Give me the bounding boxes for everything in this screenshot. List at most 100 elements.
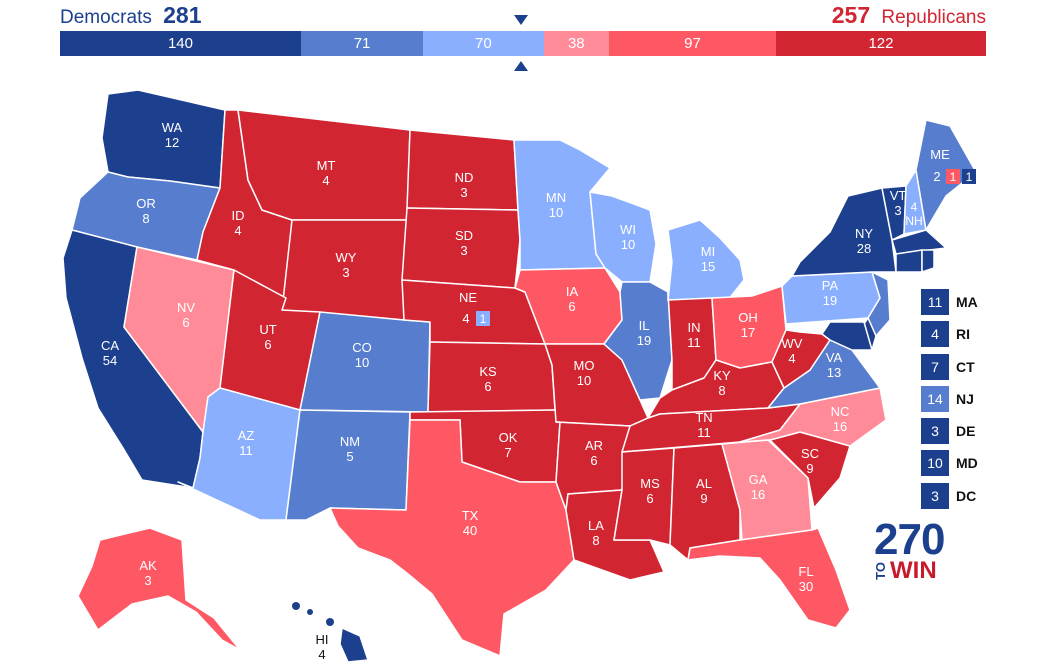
svg-text:VT3: VT 3 bbox=[890, 188, 907, 218]
label-in-ev: 11 bbox=[687, 335, 701, 350]
logo-win: WIN bbox=[890, 557, 937, 584]
label-ar-abbr: AR bbox=[585, 438, 603, 453]
label-sd-ev: 3 bbox=[460, 243, 467, 258]
state-ak[interactable] bbox=[77, 527, 241, 651]
label-oh-abbr: OH bbox=[738, 310, 758, 325]
label-wi-ev: 10 bbox=[621, 237, 635, 252]
small-state-row-de[interactable]: 3 DE bbox=[921, 418, 978, 445]
state-sd[interactable] bbox=[401, 207, 521, 289]
tally-segment-2: 70 bbox=[423, 31, 544, 56]
label-tx-ev: 40 bbox=[463, 523, 477, 538]
state-ct[interactable] bbox=[895, 249, 923, 273]
small-states-list: 11 MA 4 RI 7 CT 14 NJ 3 DE 10 MD 3 DC bbox=[921, 289, 978, 515]
ne-district-box[interactable] bbox=[476, 311, 490, 326]
svg-text:SC9: SC 9 bbox=[801, 446, 819, 476]
midpoint-arrow-up-icon bbox=[514, 61, 528, 71]
svg-text:AL9: AL 9 bbox=[696, 476, 712, 506]
label-mn-abbr: MN bbox=[546, 190, 566, 205]
small-state-ev-box[interactable]: 10 bbox=[921, 450, 949, 477]
label-tn-ev: 11 bbox=[697, 425, 711, 440]
hawaii-island-oahu bbox=[307, 609, 313, 615]
label-mt-abbr: MT bbox=[317, 158, 336, 173]
label-az-ev: 11 bbox=[239, 443, 253, 458]
label-oh-ev: 17 bbox=[741, 325, 755, 340]
svg-text:WY3: WY 3 bbox=[336, 250, 357, 280]
label-mi-ev: 15 bbox=[701, 259, 715, 274]
label-ga-ev: 16 bbox=[751, 487, 765, 502]
state-nm[interactable] bbox=[285, 409, 411, 521]
me-district-1-box[interactable] bbox=[962, 169, 976, 184]
label-vt-ev: 3 bbox=[894, 203, 901, 218]
label-la-ev: 8 bbox=[592, 533, 599, 548]
label-pa-ev: 19 bbox=[823, 293, 837, 308]
state-hi[interactable] bbox=[339, 627, 369, 663]
svg-text:AK3: AK 3 bbox=[139, 558, 157, 588]
small-state-ev-box[interactable]: 7 bbox=[921, 353, 949, 380]
democrats-header: Democrats 281 bbox=[60, 2, 202, 29]
tally-segment-5: 122 bbox=[775, 31, 986, 56]
label-tn-abbr: TN bbox=[695, 410, 712, 425]
small-state-ev-box[interactable]: 11 bbox=[921, 289, 949, 315]
label-la-abbr: LA bbox=[588, 518, 604, 533]
small-state-abbr: MD bbox=[956, 455, 978, 472]
svg-text:MT4: MT 4 bbox=[317, 158, 336, 188]
label-ms-ev: 6 bbox=[646, 491, 653, 506]
state-md[interactable] bbox=[821, 321, 873, 351]
label-mo-ev: 10 bbox=[577, 373, 591, 388]
label-az-abbr: AZ bbox=[238, 428, 255, 443]
small-state-row-md[interactable]: 10 MD bbox=[921, 450, 978, 477]
small-state-row-nj[interactable]: 14 NJ bbox=[921, 385, 978, 412]
state-ms[interactable] bbox=[613, 447, 675, 546]
label-wa-ev: 12 bbox=[165, 135, 179, 150]
small-state-ev-box[interactable]: 14 bbox=[921, 385, 949, 412]
me-district-2-box[interactable] bbox=[946, 169, 960, 184]
label-nm-abbr: NM bbox=[340, 434, 360, 449]
270towin-logo[interactable]: 270 TO WIN bbox=[873, 515, 945, 584]
label-ak-ev: 3 bbox=[144, 573, 151, 588]
small-state-ev-box[interactable]: 4 bbox=[921, 321, 949, 348]
state-nc[interactable] bbox=[739, 387, 887, 447]
svg-text:NM5: NM 5 bbox=[340, 434, 360, 464]
label-ne-abbr: NE bbox=[459, 290, 477, 305]
small-state-row-ri[interactable]: 4 RI bbox=[921, 321, 978, 348]
small-state-abbr: RI bbox=[956, 326, 970, 343]
label-ky-ev: 8 bbox=[718, 383, 725, 398]
label-ga-abbr: GA bbox=[749, 472, 768, 487]
label-ca-ev: 54 bbox=[103, 353, 117, 368]
svg-text:WV4: WV 4 bbox=[782, 336, 803, 366]
small-state-ev-box[interactable]: 3 bbox=[921, 418, 949, 445]
state-mi[interactable] bbox=[667, 219, 745, 301]
small-state-abbr: MA bbox=[956, 294, 978, 310]
label-ca-abbr: CA bbox=[101, 338, 119, 353]
hawaii-island-small bbox=[292, 602, 300, 610]
small-state-row-ct[interactable]: 7 CT bbox=[921, 353, 978, 380]
state-tx[interactable] bbox=[329, 419, 575, 657]
label-co-abbr: CO bbox=[352, 340, 372, 355]
svg-text:SD3: SD 3 bbox=[455, 228, 473, 258]
small-state-row-dc[interactable]: 3 DC bbox=[921, 482, 978, 509]
label-hi-abbr: HI bbox=[316, 632, 329, 647]
logo-number: 270 bbox=[874, 515, 945, 564]
state-ma[interactable] bbox=[891, 229, 947, 255]
label-nh-ev: 4 bbox=[911, 200, 918, 214]
small-state-row-ma[interactable]: 11 MA bbox=[921, 289, 978, 315]
svg-text:LA8: LA 8 bbox=[588, 518, 604, 548]
state-ny[interactable] bbox=[791, 187, 897, 277]
label-me-abbr: ME bbox=[930, 147, 950, 162]
small-state-ev-box[interactable]: 3 bbox=[921, 482, 949, 509]
label-id-ev: 4 bbox=[234, 223, 241, 238]
label-ky-abbr: KY bbox=[713, 368, 731, 383]
label-in-abbr: IN bbox=[688, 320, 701, 335]
state-wa[interactable] bbox=[101, 89, 226, 189]
label-fl-ev: 30 bbox=[799, 579, 813, 594]
state-fl[interactable] bbox=[687, 527, 851, 629]
label-ak-abbr: AK bbox=[139, 558, 157, 573]
state-ri[interactable] bbox=[921, 249, 935, 273]
